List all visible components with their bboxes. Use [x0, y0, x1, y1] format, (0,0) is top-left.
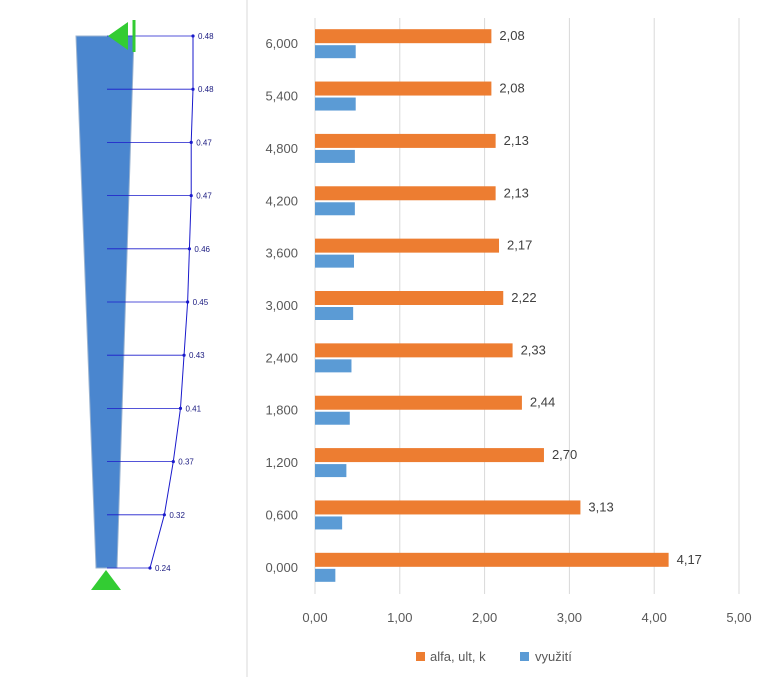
ordinate-label: 0.47 — [196, 138, 212, 147]
bar-alfa — [315, 343, 513, 358]
bar-vyuziti — [315, 516, 343, 530]
chart-gridlines — [314, 18, 740, 594]
bar-alfa — [315, 133, 496, 148]
bar-vyuziti — [315, 411, 350, 425]
category-label: 4,800 — [265, 141, 298, 156]
x-tick-label: 1,00 — [387, 610, 412, 625]
category-label: 2,400 — [265, 350, 298, 365]
legend-label-vyuziti: využití — [535, 649, 572, 664]
ordinate-label: 0.37 — [178, 458, 194, 467]
ordinate-label: 0.47 — [196, 192, 212, 201]
bar-alfa — [315, 29, 492, 44]
x-tick-label: 0,00 — [302, 610, 327, 625]
legend-swatch-alfa — [416, 652, 425, 661]
ordinate-label: 0.45 — [193, 298, 209, 307]
top-support-icon — [108, 22, 128, 50]
bar-alfa-value-label: 2,33 — [521, 342, 546, 357]
bottom-support-icon — [91, 570, 121, 590]
bar-alfa — [315, 291, 504, 305]
legend-swatch-vyuziti — [520, 652, 529, 661]
x-tick-label: 5,00 — [726, 610, 751, 625]
bar-alfa — [315, 238, 500, 253]
bar-vyuziti — [315, 464, 347, 478]
bar-alfa — [315, 186, 496, 201]
category-axis-labels: 0,000 0,600 1,200 1,800 2,400 3,000 3,600 4,200… — [265, 36, 298, 575]
bar-vyuziti — [315, 45, 356, 59]
category-label: 1,200 — [265, 455, 298, 470]
bar-vyuziti — [315, 307, 354, 320]
legend: alfa, ult, k využití — [416, 649, 572, 664]
category-label: 5,400 — [265, 89, 298, 104]
bars: 4,17 3,13 2,70 2,44 2,33 2,22 2,17 2,13 2,13 2,08… — [315, 28, 702, 582]
bar-alfa — [315, 500, 581, 515]
bar-alfa — [315, 552, 669, 567]
bar-alfa-value-label: 2,70 — [552, 447, 577, 462]
bar-vyuziti — [315, 254, 355, 268]
bar-alfa-value-label: 2,13 — [504, 185, 529, 200]
x-tick-label: 4,00 — [642, 610, 667, 625]
category-label: 3,000 — [265, 298, 298, 313]
bar-alfa — [315, 81, 492, 96]
value-axis-labels: 0,00 1,00 2,00 3,00 4,00 5,00 — [302, 610, 751, 625]
bar-alfa-value-label: 2,22 — [511, 290, 536, 305]
utilization-curve: 0.48 0.48 0.47 0.47 0.46 0.45 0.43 0.41 0.37 0.32… — [107, 32, 214, 573]
ordinate-label: 0.48 — [198, 85, 214, 94]
bar-alfa-value-label: 2,08 — [499, 81, 524, 96]
bar-vyuziti — [315, 359, 352, 373]
bar-alfa-value-label: 2,08 — [499, 28, 524, 43]
ordinate-label: 0.41 — [185, 404, 201, 413]
ordinate-label: 0.48 — [198, 32, 214, 41]
bar-vyuziti — [315, 97, 356, 111]
bar-chart: 0,000 0,600 1,200 1,800 2,400 3,000 3,600 4,200… — [265, 18, 752, 664]
bar-alfa — [315, 448, 544, 463]
ordinate-label: 0.32 — [169, 511, 185, 520]
ordinate-label: 0.24 — [155, 564, 171, 573]
category-label: 0,000 — [265, 560, 298, 575]
x-tick-label: 2,00 — [472, 610, 497, 625]
category-label: 0,600 — [265, 507, 298, 522]
bar-vyuziti — [315, 568, 336, 582]
bar-vyuziti — [315, 149, 355, 163]
bar-vyuziti — [315, 202, 355, 216]
category-label: 4,200 — [265, 193, 298, 208]
bar-alfa-value-label: 3,13 — [588, 499, 613, 514]
bar-alfa-value-label: 2,17 — [507, 238, 532, 253]
utilization-curve-line — [149, 36, 194, 569]
category-label: 1,800 — [265, 403, 298, 418]
bar-alfa-value-label: 4,17 — [677, 552, 702, 567]
bar-alfa-value-label: 2,44 — [530, 395, 555, 410]
ordinate-label: 0.43 — [189, 351, 205, 360]
beam-diagram: 0.48 0.48 0.47 0.47 0.46 0.45 0.43 0.41 0.37 0.32… — [75, 20, 214, 590]
legend-label-alfa: alfa, ult, k — [430, 649, 486, 664]
bar-alfa-value-label: 2,13 — [504, 133, 529, 148]
x-tick-label: 3,00 — [557, 610, 582, 625]
bar-alfa — [315, 395, 522, 410]
category-label: 3,600 — [265, 246, 298, 261]
ordinate-label: 0.46 — [194, 245, 210, 254]
category-label: 6,000 — [265, 36, 298, 51]
